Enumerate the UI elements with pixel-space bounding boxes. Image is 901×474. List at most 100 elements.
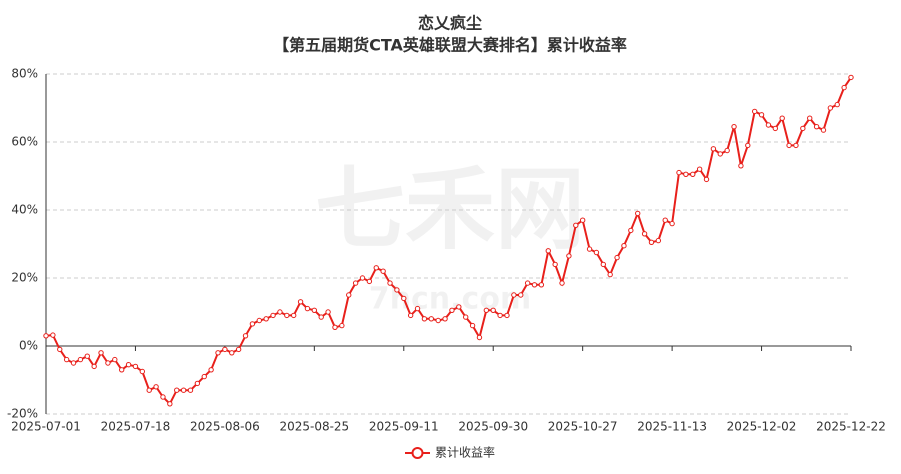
point bbox=[98, 350, 104, 356]
point bbox=[208, 367, 214, 373]
point bbox=[57, 346, 63, 353]
point bbox=[848, 74, 854, 81]
point bbox=[813, 124, 820, 130]
point bbox=[414, 305, 421, 312]
point bbox=[290, 312, 297, 319]
point bbox=[669, 220, 675, 227]
point bbox=[511, 292, 517, 298]
point bbox=[229, 350, 235, 356]
point bbox=[407, 312, 414, 319]
point bbox=[476, 334, 483, 341]
point bbox=[194, 380, 201, 387]
point bbox=[559, 280, 565, 286]
point bbox=[366, 278, 373, 285]
point bbox=[827, 105, 834, 111]
point bbox=[380, 268, 386, 274]
point bbox=[43, 333, 49, 339]
point bbox=[339, 322, 345, 329]
y-tick-label: -20% bbox=[7, 407, 38, 421]
point bbox=[607, 271, 613, 278]
point bbox=[724, 147, 730, 154]
x-tick-label: 2025-09-11 bbox=[369, 420, 439, 434]
point bbox=[50, 332, 56, 338]
point bbox=[793, 142, 799, 149]
point bbox=[621, 243, 627, 249]
point bbox=[91, 363, 97, 370]
point bbox=[655, 237, 662, 244]
point bbox=[277, 309, 283, 315]
point bbox=[683, 171, 689, 178]
point bbox=[731, 124, 737, 130]
point bbox=[751, 108, 758, 115]
point bbox=[311, 307, 318, 313]
point bbox=[284, 312, 290, 319]
point bbox=[738, 163, 744, 169]
x-tick-label: 2025-12-22 bbox=[816, 420, 886, 434]
point bbox=[270, 312, 276, 319]
point bbox=[256, 317, 262, 324]
point bbox=[696, 166, 703, 172]
chart-subtitle: 【第五届期货CTA英雄联盟大赛排名】累计收益率 bbox=[273, 36, 627, 55]
point bbox=[373, 265, 379, 271]
point bbox=[614, 254, 620, 261]
line bbox=[45, 76, 852, 406]
x-tick-label: 2025-11-13 bbox=[637, 420, 707, 434]
point bbox=[325, 309, 331, 315]
point bbox=[524, 280, 531, 286]
y-tick-label: 20% bbox=[11, 271, 38, 285]
x-tick-label: 2025-07-01 bbox=[11, 420, 81, 434]
point bbox=[139, 368, 146, 375]
point bbox=[690, 171, 696, 178]
point bbox=[566, 253, 572, 259]
point bbox=[70, 360, 77, 366]
point bbox=[235, 346, 242, 353]
y-tick-label: 80% bbox=[11, 67, 38, 81]
point bbox=[77, 356, 84, 363]
point bbox=[132, 363, 139, 370]
x-tick-label: 2025-09-30 bbox=[458, 420, 528, 434]
point bbox=[538, 282, 545, 288]
point bbox=[552, 261, 558, 268]
point bbox=[531, 282, 538, 288]
point bbox=[63, 356, 70, 363]
point bbox=[249, 321, 256, 327]
point bbox=[112, 356, 118, 363]
point bbox=[772, 125, 779, 132]
point bbox=[435, 317, 441, 324]
point bbox=[359, 275, 366, 281]
point bbox=[545, 248, 551, 254]
point bbox=[394, 287, 400, 293]
point bbox=[483, 307, 490, 313]
point bbox=[456, 304, 462, 310]
y-tick-label: 0% bbox=[19, 339, 38, 353]
x-tick-label: 2025-12-02 bbox=[727, 420, 797, 434]
x-tick-label: 2025-10-27 bbox=[548, 420, 618, 434]
point bbox=[105, 360, 111, 366]
x-tick-label: 2025-07-18 bbox=[101, 420, 171, 434]
point bbox=[304, 305, 311, 312]
point bbox=[518, 292, 524, 298]
point bbox=[628, 227, 634, 234]
point bbox=[745, 142, 751, 149]
point bbox=[153, 384, 159, 390]
point bbox=[442, 316, 448, 322]
point bbox=[180, 387, 187, 393]
point bbox=[573, 222, 579, 229]
point bbox=[222, 346, 228, 353]
point bbox=[600, 261, 607, 268]
point bbox=[648, 239, 655, 246]
point bbox=[800, 125, 806, 132]
point bbox=[490, 307, 496, 313]
point bbox=[807, 115, 813, 121]
point bbox=[449, 307, 455, 313]
point bbox=[710, 146, 717, 152]
point bbox=[676, 169, 682, 176]
point bbox=[201, 373, 207, 380]
point bbox=[242, 333, 249, 339]
point bbox=[834, 101, 840, 108]
point bbox=[428, 316, 434, 322]
point bbox=[215, 350, 221, 356]
point bbox=[586, 246, 593, 252]
point bbox=[297, 299, 304, 305]
point bbox=[84, 353, 90, 359]
